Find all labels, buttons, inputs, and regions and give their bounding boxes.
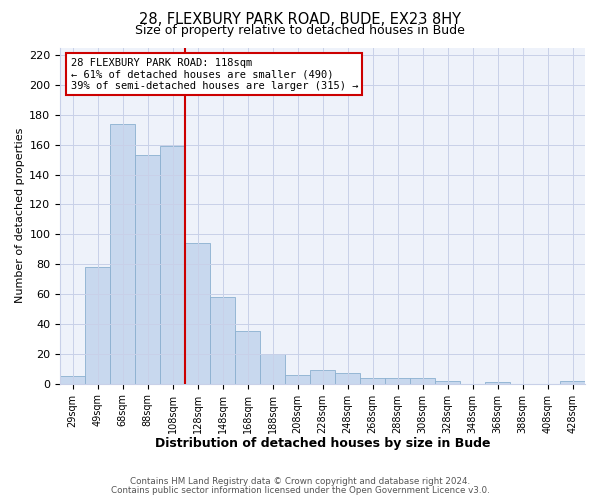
- Bar: [410, 378, 435, 384]
- Bar: [285, 375, 310, 384]
- Bar: [560, 380, 585, 384]
- Bar: [435, 380, 460, 384]
- Bar: [160, 146, 185, 384]
- Bar: [60, 376, 85, 384]
- Bar: [185, 244, 210, 384]
- X-axis label: Distribution of detached houses by size in Bude: Distribution of detached houses by size …: [155, 437, 490, 450]
- Y-axis label: Number of detached properties: Number of detached properties: [15, 128, 25, 304]
- Text: 28, FLEXBURY PARK ROAD, BUDE, EX23 8HY: 28, FLEXBURY PARK ROAD, BUDE, EX23 8HY: [139, 12, 461, 28]
- Bar: [485, 382, 510, 384]
- Bar: [235, 332, 260, 384]
- Text: 28 FLEXBURY PARK ROAD: 118sqm
← 61% of detached houses are smaller (490)
39% of : 28 FLEXBURY PARK ROAD: 118sqm ← 61% of d…: [71, 58, 358, 91]
- Bar: [135, 155, 160, 384]
- Text: Contains public sector information licensed under the Open Government Licence v3: Contains public sector information licen…: [110, 486, 490, 495]
- Bar: [210, 297, 235, 384]
- Bar: [310, 370, 335, 384]
- Bar: [110, 124, 135, 384]
- Bar: [85, 267, 110, 384]
- Bar: [360, 378, 385, 384]
- Text: Size of property relative to detached houses in Bude: Size of property relative to detached ho…: [135, 24, 465, 37]
- Bar: [385, 378, 410, 384]
- Bar: [335, 374, 360, 384]
- Text: Contains HM Land Registry data © Crown copyright and database right 2024.: Contains HM Land Registry data © Crown c…: [130, 477, 470, 486]
- Bar: [260, 354, 285, 384]
